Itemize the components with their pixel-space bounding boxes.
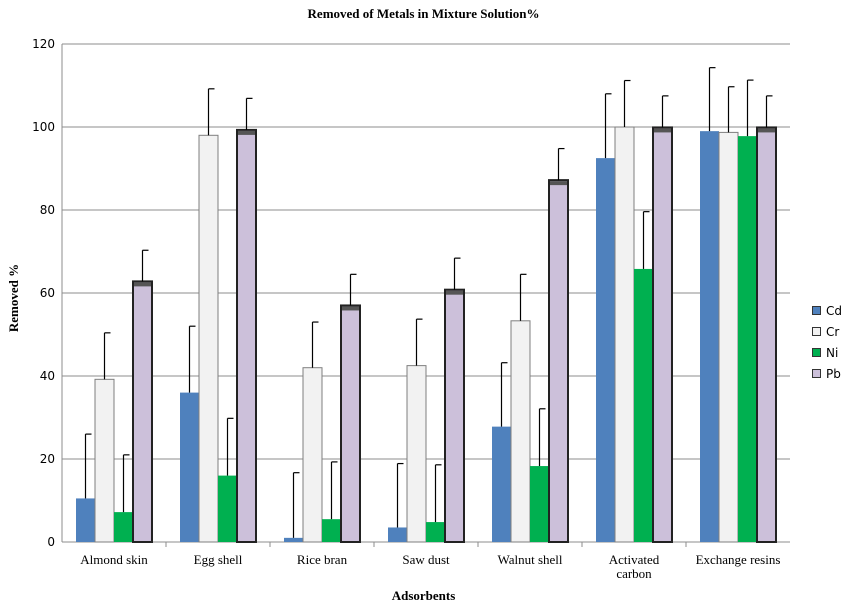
bar-cr — [406, 365, 427, 543]
bar-ni — [530, 466, 549, 542]
legend-item-ni: Ni — [812, 342, 842, 363]
bar-cd — [284, 537, 303, 542]
x-axis-label: Adsorbents — [391, 588, 456, 603]
bar-cd — [180, 392, 199, 542]
bar-ni — [322, 519, 341, 542]
x-tick-label: Saw dust — [402, 552, 450, 567]
bar-pb — [652, 126, 673, 543]
bar-cr — [718, 131, 739, 543]
bar-pb — [444, 288, 465, 543]
bar-pb — [340, 304, 361, 544]
chart-title: Removed of Metals in Mixture Solution% — [307, 6, 540, 21]
y-tick-label: 60 — [40, 286, 55, 300]
bar-ni — [426, 522, 445, 542]
bar-cd — [388, 527, 407, 542]
y-tick-label: 100 — [32, 120, 55, 134]
bar-pb — [236, 128, 257, 543]
bar-cap-pb — [446, 290, 463, 295]
bar-pb — [548, 179, 569, 543]
bar-ni — [738, 136, 757, 542]
bar-ni — [114, 512, 133, 542]
x-tick-label: Rice bran — [297, 552, 348, 567]
x-tick-label: Egg shell — [194, 552, 243, 567]
bar-cr — [614, 126, 635, 543]
bar-cr — [198, 134, 219, 543]
legend-item-cr: Cr — [812, 321, 842, 342]
bar-cd — [596, 158, 615, 542]
x-tick-label: carbon — [616, 566, 652, 581]
bar-cap-pb — [758, 128, 775, 133]
bar-pb — [132, 280, 153, 543]
y-tick-label: 20 — [40, 452, 55, 466]
x-tick-label: Almond skin — [80, 552, 148, 567]
legend-label: Cr — [826, 324, 840, 339]
bar-cap-pb — [654, 128, 671, 133]
bar-cr — [302, 367, 323, 543]
legend-swatch — [812, 327, 821, 336]
bar-cr — [94, 378, 115, 543]
y-tick-label: 80 — [40, 203, 55, 217]
legend-item-pb: Pb — [812, 363, 842, 384]
bar-cap-pb — [134, 282, 151, 287]
bar-cd — [492, 426, 511, 542]
bar-pb — [756, 126, 777, 543]
legend-swatch — [812, 306, 821, 315]
y-tick-label: 0 — [47, 535, 55, 549]
legend-item-cd: Cd — [812, 300, 842, 321]
legend-swatch — [812, 348, 821, 357]
y-tick-label: 40 — [40, 369, 55, 383]
bar-ni — [634, 268, 653, 542]
legend-swatch — [812, 369, 821, 378]
bar-cap-pb — [342, 306, 359, 311]
bar-ni — [218, 475, 237, 542]
x-tick-label: Activated — [609, 552, 660, 567]
x-tick-label: Walnut shell — [497, 552, 562, 567]
legend: Cd Cr Ni Pb — [812, 300, 842, 384]
bar-cap-pb — [238, 130, 255, 135]
y-tick-label: 120 — [32, 37, 55, 51]
x-tick-label: Exchange resins — [696, 552, 781, 567]
bar-cap-pb — [550, 181, 567, 186]
legend-label: Ni — [826, 345, 839, 360]
bar-cr — [510, 320, 531, 543]
legend-label: Cd — [826, 303, 842, 318]
bar-cd — [76, 498, 95, 542]
legend-label: Pb — [826, 366, 841, 381]
bar-cd — [700, 131, 719, 542]
